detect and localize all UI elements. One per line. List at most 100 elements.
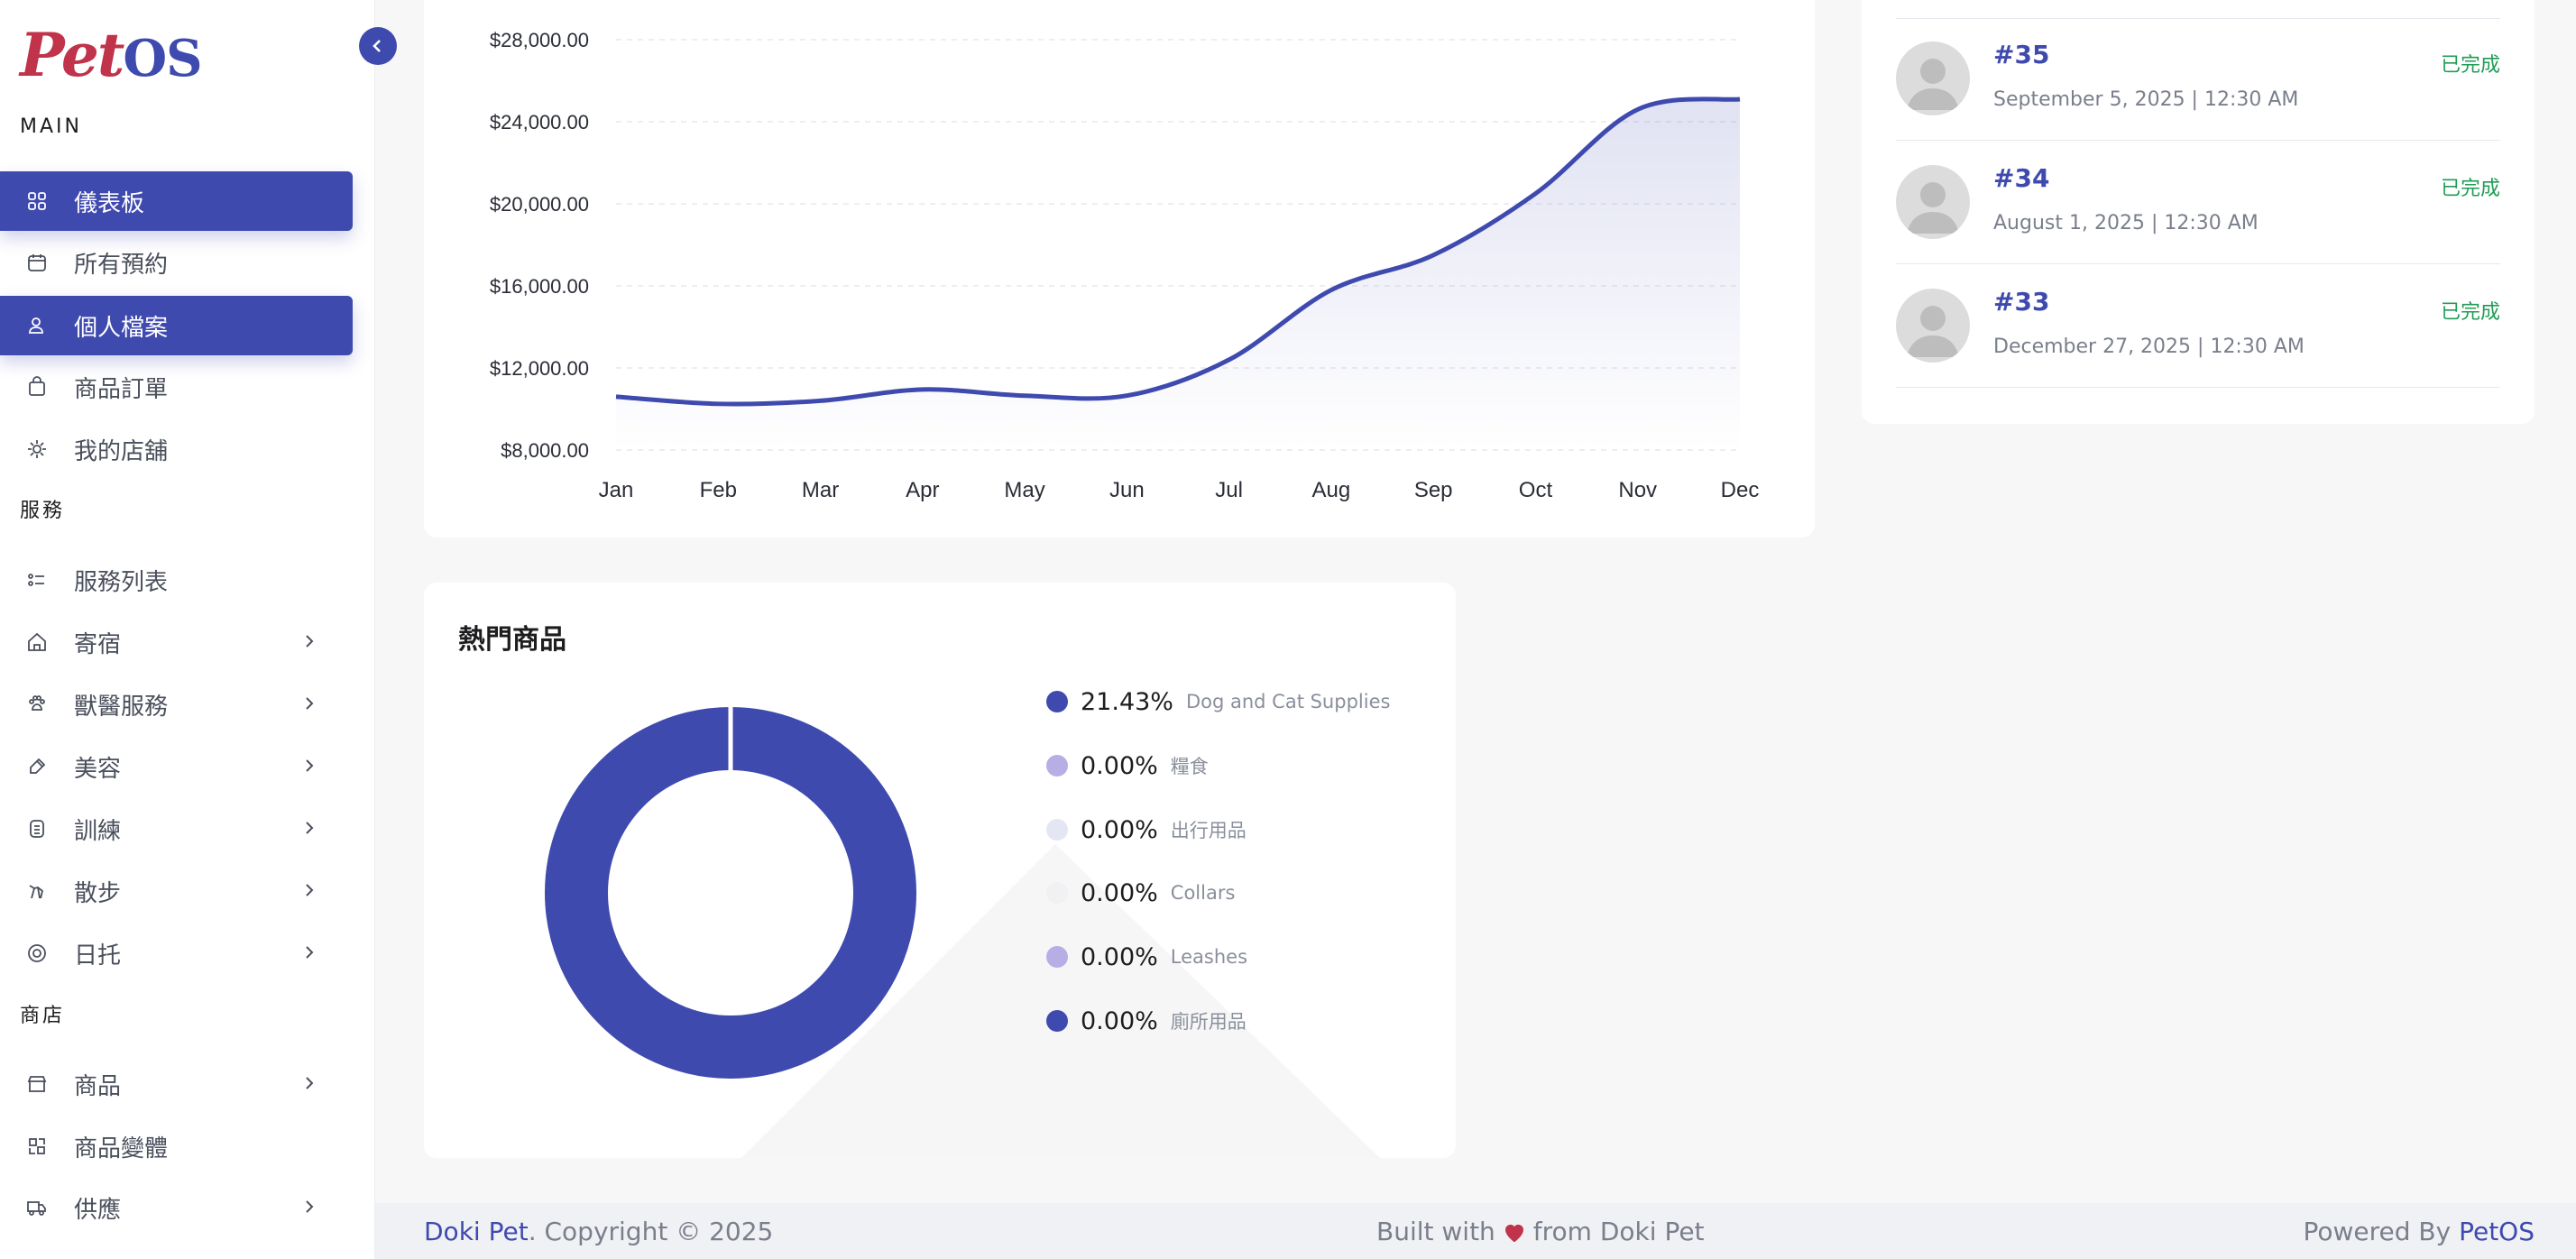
order-date: August 1, 2025 | 12:30 AM (1993, 212, 2259, 234)
donut-chart (545, 707, 1380, 1158)
logo-part-os: OS (123, 29, 202, 88)
sidebar-item-label: 訓練 (74, 817, 122, 845)
sidebar-item-label: 所有預約 (74, 251, 169, 279)
sidebar-item-product-orders[interactable]: 商品訂單 (0, 357, 353, 417)
legend-label: 糧食 (1170, 756, 1209, 777)
revenue-series-line (615, 96, 1741, 407)
x-tick-label: Nov (1618, 478, 1657, 502)
legend-dot (1046, 882, 1068, 904)
sidebar-item-dashboard[interactable]: 儀表板 (0, 171, 353, 231)
legend-item[interactable]: 0.00% 廁所用品 (1046, 1003, 1247, 1039)
sidebar-item-label: 寄宿 (74, 630, 122, 658)
chevron-right-icon (306, 759, 314, 772)
sidebar-collapse-button[interactable] (359, 27, 397, 65)
sidebar-item-products[interactable]: 商品 (0, 1054, 353, 1114)
legend-dot (1046, 819, 1068, 841)
sidebar-item-boarding[interactable]: 寄宿 (0, 612, 353, 672)
sidebar-item-label: 儀表板 (74, 189, 145, 217)
footer-powered-pre: Powered By (2303, 1217, 2452, 1246)
divider (1896, 18, 2500, 19)
badge-icon (25, 817, 49, 841)
popular-products-card: 熱門商品 21.43% Dog and Cat Supplies 0.00% 糧… (424, 583, 1456, 1158)
legend-label: Collars (1170, 882, 1236, 904)
paw-icon (25, 693, 49, 716)
footer-powered-by: Powered By PetOS (2303, 1217, 2535, 1246)
footer: Doki Pet. Copyright © 2025 Built with fr… (375, 1203, 2576, 1259)
order-id[interactable]: #34 (1993, 163, 2050, 193)
footer-petos-link[interactable]: PetOS (2459, 1217, 2535, 1246)
section-service-label: 服務 (20, 500, 66, 522)
petos-logo[interactable]: Pet OS (20, 20, 203, 90)
legend-item[interactable]: 0.00% 糧食 (1046, 748, 1209, 784)
sidebar-item-label: 商品變體 (74, 1135, 169, 1163)
sidebar-item-supply[interactable]: 供應 (0, 1178, 353, 1237)
logo-part-pet: Pet (20, 20, 124, 90)
chevron-right-icon (306, 884, 314, 896)
legend-item[interactable]: 0.00% 出行用品 (1046, 812, 1247, 848)
footer-brand-link[interactable]: Doki Pet (424, 1217, 529, 1246)
legend-percent: 21.43% (1081, 687, 1173, 716)
sidebar-item-grooming[interactable]: 美容 (0, 737, 353, 796)
sidebar-item-label: 服務列表 (74, 568, 169, 596)
x-tick-label: Jul (1215, 478, 1243, 502)
footer-copyright: Doki Pet. Copyright © 2025 (424, 1217, 773, 1246)
brush-icon (25, 755, 49, 778)
order-row[interactable]: #34 August 1, 2025 | 12:30 AM 已完成 (1896, 142, 2500, 264)
sidebar-item-daycare[interactable]: 日托 (0, 924, 353, 983)
calendar-icon (25, 251, 49, 274)
sidebar-item-vet[interactable]: 獸醫服務 (0, 675, 353, 734)
heart-icon (1504, 1224, 1523, 1242)
sidebar-item-profile[interactable]: 個人檔案 (0, 296, 353, 355)
order-row[interactable]: #35 September 5, 2025 | 12:30 AM 已完成 (1896, 18, 2500, 141)
legend-item[interactable]: 0.00% Collars (1046, 875, 1235, 911)
list-icon (25, 568, 49, 592)
footer-copyright-text: . Copyright © 2025 (528, 1217, 774, 1246)
order-id[interactable]: #33 (1993, 287, 2050, 317)
legend-item[interactable]: 21.43% Dog and Cat Supplies (1046, 684, 1390, 720)
sidebar-item-walking[interactable]: 散步 (0, 861, 353, 921)
legend-label: 出行用品 (1170, 820, 1247, 841)
x-tick-label: Mar (802, 478, 839, 502)
sidebar-item-label: 我的店舖 (74, 437, 169, 465)
walk-icon (25, 879, 49, 903)
x-tick-label: Jun (1109, 478, 1145, 502)
daycare-icon (25, 942, 49, 965)
y-tick-label: $8,000.00 (501, 439, 589, 462)
chevron-right-icon (306, 1200, 314, 1213)
sidebar-item-label: 商品訂單 (74, 375, 169, 403)
order-row[interactable]: #33 December 27, 2025 | 12:30 AM 已完成 (1896, 265, 2500, 388)
order-date: December 27, 2025 | 12:30 AM (1993, 335, 2305, 358)
chevron-left-icon (373, 40, 381, 52)
status-badge: 已完成 (2440, 54, 2500, 77)
chevron-right-icon (306, 1077, 314, 1089)
sidebar-item-service-list[interactable]: 服務列表 (0, 550, 353, 610)
x-tick-label: Jan (599, 478, 634, 502)
sidebar-item-training[interactable]: 訓練 (0, 799, 353, 859)
footer-built-pre: Built with (1376, 1217, 1495, 1246)
card-title: 熱門商品 (458, 624, 566, 656)
legend-percent: 0.00% (1081, 815, 1158, 844)
avatar (1896, 165, 1970, 239)
footer-built-post: from Doki Pet (1532, 1217, 1705, 1246)
y-tick-label: $20,000.00 (490, 193, 589, 216)
legend-label: 廁所用品 (1170, 1011, 1247, 1033)
order-id[interactable]: #35 (1993, 40, 2050, 69)
footer-built-with: Built with from Doki Pet (1376, 1217, 1705, 1246)
variant-icon (25, 1135, 49, 1158)
status-badge: 已完成 (2440, 301, 2500, 324)
order-date: September 5, 2025 | 12:30 AM (1993, 88, 2299, 111)
section-main-label: MAIN (20, 115, 82, 138)
x-tick-label: May (1004, 478, 1044, 502)
legend-item[interactable]: 0.00% Leashes (1046, 939, 1247, 975)
revenue-area-fill (616, 98, 1740, 450)
sidebar-item-appointments[interactable]: 所有預約 (0, 233, 353, 292)
y-tick-label: $28,000.00 (490, 29, 589, 51)
legend-label: Leashes (1170, 946, 1248, 968)
sidebar-item-my-store[interactable]: 我的店舖 (0, 419, 353, 479)
y-tick-label: $24,000.00 (490, 111, 589, 133)
revenue-line-chart: $8,000.00 $12,000.00 $16,000.00 $20,000.00 $… (490, 29, 1759, 502)
legend-percent: 0.00% (1081, 1006, 1158, 1035)
truck-icon (25, 1196, 49, 1219)
sidebar-item-product-variants[interactable]: 商品變體 (0, 1117, 353, 1176)
status-badge: 已完成 (2440, 178, 2500, 200)
